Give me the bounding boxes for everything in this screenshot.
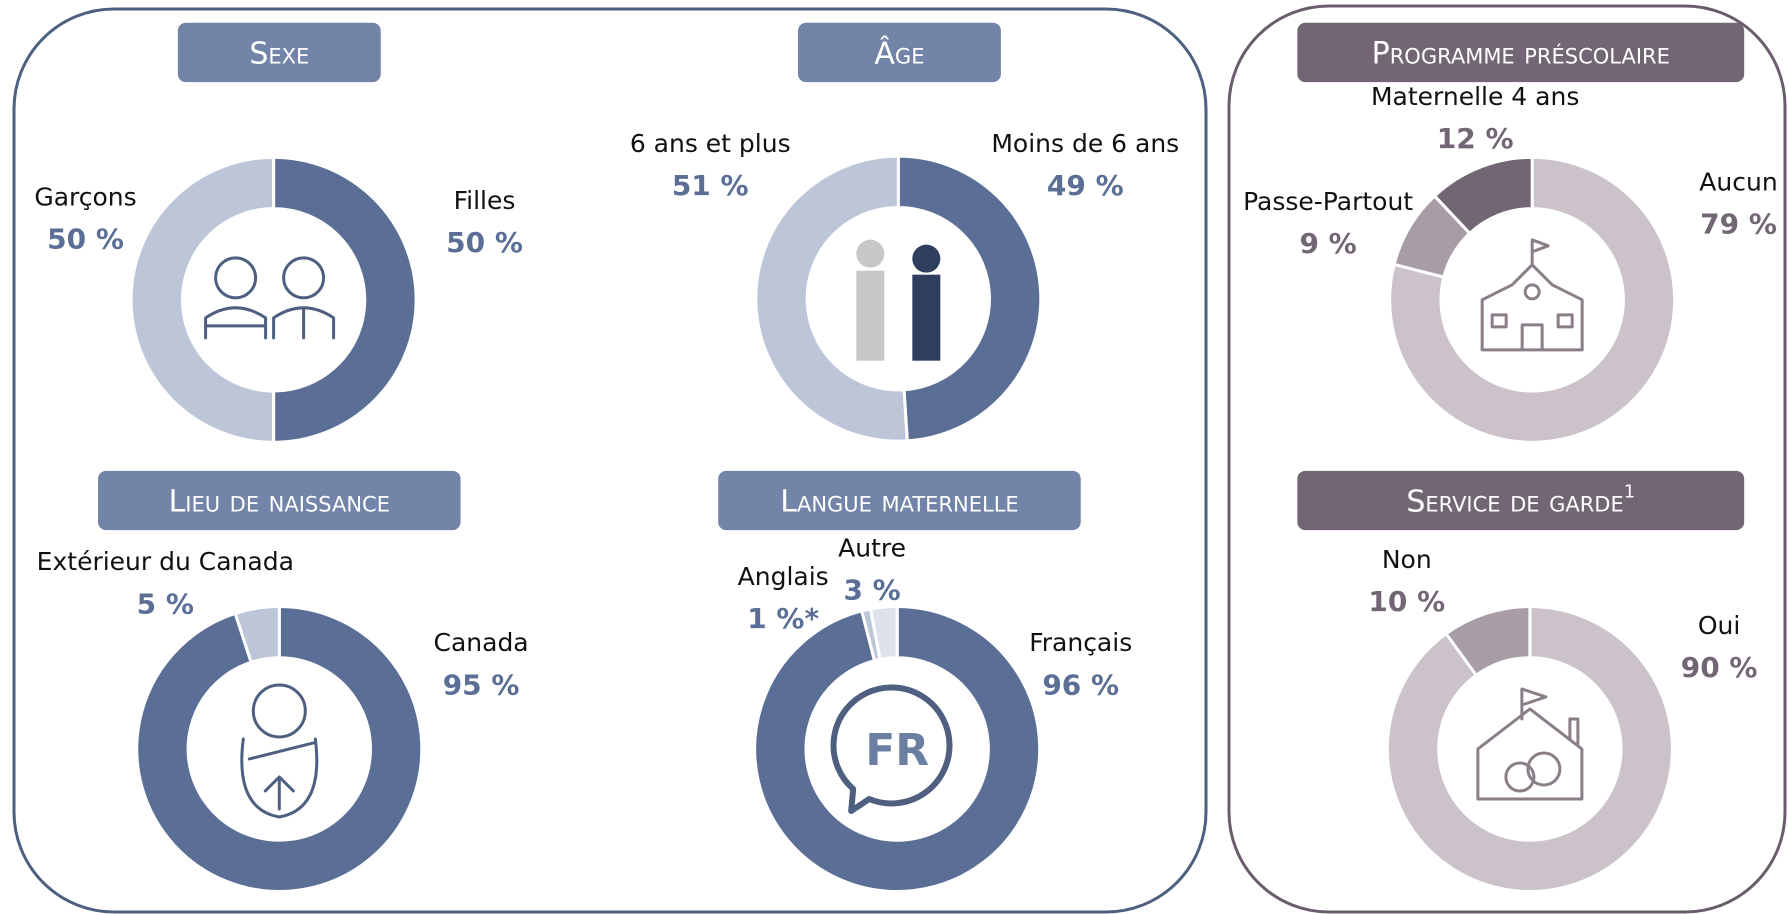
slice-name: Aucun: [1699, 168, 1777, 197]
slice-value: 9 %: [1299, 227, 1356, 260]
slice-value: 3 %: [843, 574, 900, 607]
title-box: [718, 470, 1081, 531]
slice-name: Autre: [838, 533, 906, 562]
donut-slice: [129, 155, 276, 444]
slice-name: Passe-Partout: [1243, 187, 1413, 216]
slice-value: 10 %: [1368, 585, 1445, 618]
icon-part: [214, 256, 258, 300]
icon: [1480, 238, 1584, 352]
chart-title-text: Langue maternelle: [780, 484, 1018, 519]
slice-name: Canada: [434, 628, 529, 657]
slice-name: Anglais: [738, 562, 829, 591]
slice-name: Non: [1382, 545, 1432, 574]
donut-slice: [1444, 604, 1532, 678]
donut-slice: [1432, 155, 1534, 236]
slice-value: 5 %: [137, 587, 194, 620]
chart-title-text: Service de garde: [1406, 484, 1623, 519]
icon-part: [1476, 687, 1584, 801]
slice-value: 90 %: [1681, 651, 1758, 684]
slice-name: Français: [1029, 628, 1132, 657]
icon-part: [1504, 761, 1536, 793]
slice-name: Maternelle 4 ans: [1371, 82, 1579, 111]
donut-slice: [753, 604, 1042, 893]
icon-text: FR: [865, 725, 929, 776]
slice-value: 51 %: [672, 169, 749, 202]
donut-slice: [272, 155, 418, 444]
slice-name: Filles: [454, 186, 516, 215]
icon-part: [251, 683, 307, 739]
right-panel: [1227, 4, 1787, 914]
chart-title: Service de garde1: [1406, 481, 1635, 519]
icon-part: [856, 239, 885, 268]
icon-part: [1523, 283, 1541, 301]
donut-slice: [1388, 155, 1677, 444]
left-panel: [12, 7, 1208, 914]
chart-title: Programme préscolaire: [1372, 36, 1670, 71]
icon: FR: [830, 684, 953, 814]
slice-value: 50 %: [446, 226, 523, 259]
chart-title: Langue maternelle: [780, 484, 1018, 519]
title-box: [177, 22, 381, 83]
icon-part: [272, 306, 336, 340]
title-box: [1297, 22, 1745, 83]
icon: [856, 239, 941, 361]
icon: [240, 683, 319, 819]
chart-title-text: Programme préscolaire: [1372, 36, 1670, 71]
donut-slice: [1385, 604, 1674, 893]
slice-value: 79 %: [1700, 208, 1777, 241]
chart-title: Âge: [874, 35, 924, 71]
chart-title: Lieu de naissance: [169, 484, 390, 519]
slice-name: Oui: [1698, 611, 1740, 640]
icon-part: [912, 274, 941, 361]
slice-name: Extérieur du Canada: [37, 547, 294, 576]
title-note: 1: [1624, 481, 1635, 502]
slice-value: 12 %: [1437, 122, 1514, 155]
slice-value: 49 %: [1047, 169, 1124, 202]
slice-value: 95 %: [443, 668, 520, 701]
donut-slice: [754, 154, 909, 443]
chart-title-text: Lieu de naissance: [169, 484, 390, 519]
slice-name: Garçons: [34, 182, 136, 211]
slice-value: 1 %*: [747, 602, 819, 635]
donut-slice: [868, 604, 899, 662]
slice-value: 96 %: [1042, 668, 1119, 701]
title-box: [1297, 470, 1745, 531]
slice-name: Moins de 6 ans: [991, 129, 1179, 158]
donut-slice: [135, 604, 424, 893]
donut-slice: [896, 154, 1043, 443]
title-box: [798, 22, 1001, 83]
icon-part: [1480, 238, 1584, 352]
chart-title-text: Âge: [874, 35, 924, 71]
icon-part: [830, 684, 953, 814]
slice-value: 50 %: [47, 223, 124, 256]
icon-part: [1526, 751, 1562, 787]
chart-title-text: Sexe: [249, 36, 309, 71]
icon-part: [856, 270, 885, 361]
icon: [1476, 687, 1584, 801]
chart-title: Sexe: [249, 36, 309, 71]
icon: [204, 256, 336, 340]
title-box: [98, 470, 461, 531]
icon-part: [204, 306, 268, 340]
icon-part: [282, 256, 326, 300]
slice-name: 6 ans et plus: [630, 129, 791, 158]
icon-part: [240, 737, 319, 819]
donut-slice: [233, 604, 281, 665]
icon-part: [912, 244, 941, 273]
